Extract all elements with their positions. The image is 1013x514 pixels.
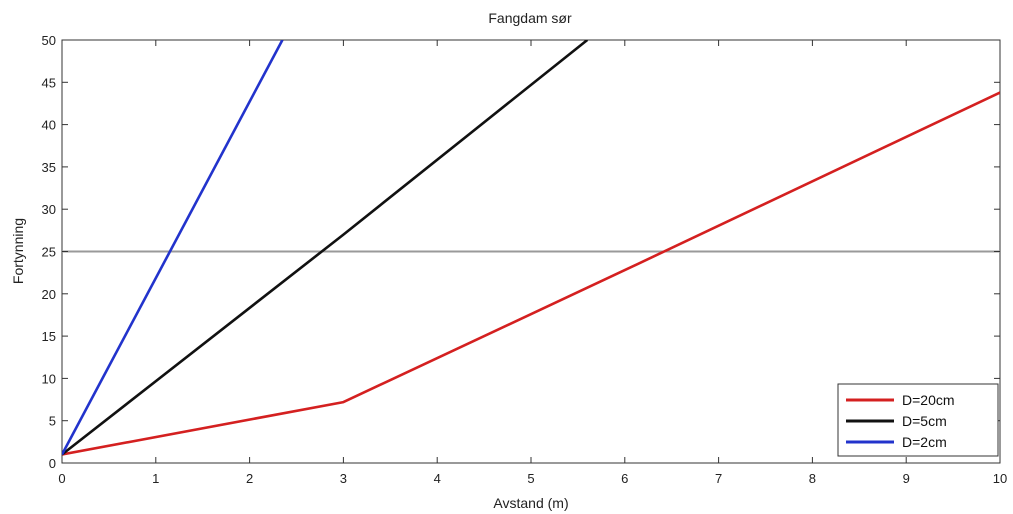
series-line-d2cm bbox=[62, 40, 284, 456]
x-tick-label: 8 bbox=[809, 471, 816, 486]
y-tick-label: 50 bbox=[42, 33, 56, 48]
y-tick-label: 45 bbox=[42, 75, 56, 90]
x-tick-label: 1 bbox=[152, 471, 159, 486]
y-tick-label: 35 bbox=[42, 160, 56, 175]
x-tick-label: 9 bbox=[903, 471, 910, 486]
x-tick-label: 3 bbox=[340, 471, 347, 486]
legend: D=20cm D=5cm D=2cm bbox=[837, 383, 999, 457]
y-tick-label: 15 bbox=[42, 329, 56, 344]
y-tick-label: 30 bbox=[42, 202, 56, 217]
x-tick-label: 6 bbox=[621, 471, 628, 486]
legend-label: D=2cm bbox=[902, 434, 947, 450]
y-tick-label: 5 bbox=[49, 414, 56, 429]
x-tick-label: 10 bbox=[993, 471, 1007, 486]
x-tick-label: 7 bbox=[715, 471, 722, 486]
y-tick-label: 20 bbox=[42, 287, 56, 302]
x-tick-label: 2 bbox=[246, 471, 253, 486]
y-tick-label: 40 bbox=[42, 118, 56, 133]
x-tick-label: 4 bbox=[434, 471, 441, 486]
x-axis-title: Avstand (m) bbox=[493, 495, 568, 511]
y-axis-title: Fortynning bbox=[10, 218, 26, 284]
legend-label: D=20cm bbox=[902, 392, 955, 408]
y-tick-label: 10 bbox=[42, 371, 56, 386]
y-tick-label: 25 bbox=[42, 245, 56, 260]
x-tick-label: 0 bbox=[58, 471, 65, 486]
series-line-d5cm bbox=[62, 40, 589, 456]
x-tick-label: 5 bbox=[527, 471, 534, 486]
chart-title: Fangdam sør bbox=[488, 10, 572, 26]
legend-label: D=5cm bbox=[902, 413, 947, 429]
series-line-d20cm bbox=[62, 91, 1000, 456]
y-tick-label: 0 bbox=[49, 456, 56, 471]
